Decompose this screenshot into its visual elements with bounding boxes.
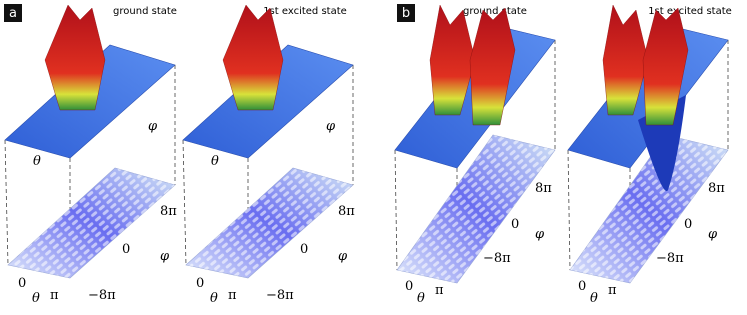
projection-line xyxy=(4,139,9,266)
plot-title: ground state xyxy=(463,6,527,17)
phi-tick: 0 xyxy=(122,242,130,257)
phi-label: φ xyxy=(708,227,718,242)
panel-label: b xyxy=(402,6,410,21)
phi-tick: −8π xyxy=(483,251,511,266)
plot-title: ground state xyxy=(113,6,177,17)
projection-line xyxy=(394,149,398,271)
density-cells xyxy=(570,135,728,283)
phi-tick: 8π xyxy=(708,181,725,196)
phi-tick: −8π xyxy=(88,288,116,303)
phi-tick: 8π xyxy=(160,204,177,219)
panel-label-box xyxy=(4,4,22,22)
theta-tick: 0 xyxy=(18,276,26,291)
theta-label: θ xyxy=(210,291,218,306)
theta-tick: π xyxy=(435,283,444,298)
plot-title: 1st excited state xyxy=(263,6,347,17)
phi-label: φ xyxy=(535,227,545,242)
phi-label: φ xyxy=(160,249,170,264)
theta-tick: π xyxy=(228,288,237,303)
theta-label: θ xyxy=(33,154,41,169)
surface-peak xyxy=(44,4,106,111)
theta-label: θ xyxy=(417,291,425,306)
phi-label: φ xyxy=(326,119,336,134)
surface-peak xyxy=(469,7,516,126)
plot-title: 1st excited state xyxy=(648,6,732,17)
phi-tick: 0 xyxy=(300,242,308,257)
surface-peak xyxy=(222,4,284,111)
phi-tick: 8π xyxy=(338,204,355,219)
theta-tick: π xyxy=(608,283,617,298)
theta-tick: 0 xyxy=(196,276,204,291)
surface-peak xyxy=(429,4,476,116)
phi-tick: −8π xyxy=(266,288,294,303)
density-cells xyxy=(186,168,353,278)
surface-peak xyxy=(642,7,689,126)
surface-peak xyxy=(602,4,649,116)
phi-tick: 0 xyxy=(511,217,519,232)
phi-tick: 8π xyxy=(535,181,552,196)
phi-label: φ xyxy=(338,249,348,264)
theta-tick: 0 xyxy=(578,279,586,294)
panel-label: a xyxy=(9,6,17,21)
projection-line xyxy=(182,139,187,266)
density-cells xyxy=(8,168,175,278)
theta-label: θ xyxy=(590,291,598,306)
panel-label-box xyxy=(397,4,415,22)
density-cells xyxy=(397,135,555,283)
phi-label: φ xyxy=(148,119,158,134)
theta-label: θ xyxy=(211,154,219,169)
theta-tick: π xyxy=(50,288,59,303)
theta-tick: 0 xyxy=(405,279,413,294)
phi-tick: 0 xyxy=(684,217,692,232)
phi-tick: −8π xyxy=(656,251,684,266)
theta-label: θ xyxy=(32,291,40,306)
projection-line xyxy=(567,149,571,271)
